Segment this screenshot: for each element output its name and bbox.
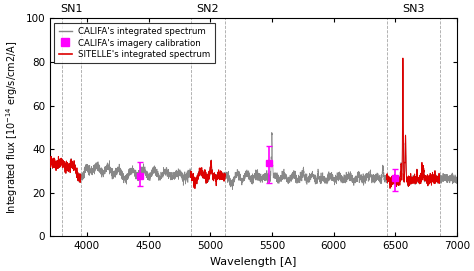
X-axis label: Wavelength [A]: Wavelength [A] [210,257,297,267]
Text: SN1: SN1 [60,4,83,14]
Text: SN3: SN3 [402,4,424,14]
Y-axis label: Integrated flux [$10^{-14}$ erg/s/cm2/A]: Integrated flux [$10^{-14}$ erg/s/cm2/A] [4,41,20,214]
Text: SN2: SN2 [196,4,219,14]
Legend: CALIFA's integrated spectrum, CALIFA's imagery calibration, SITELLE's integrated: CALIFA's integrated spectrum, CALIFA's i… [55,23,215,63]
